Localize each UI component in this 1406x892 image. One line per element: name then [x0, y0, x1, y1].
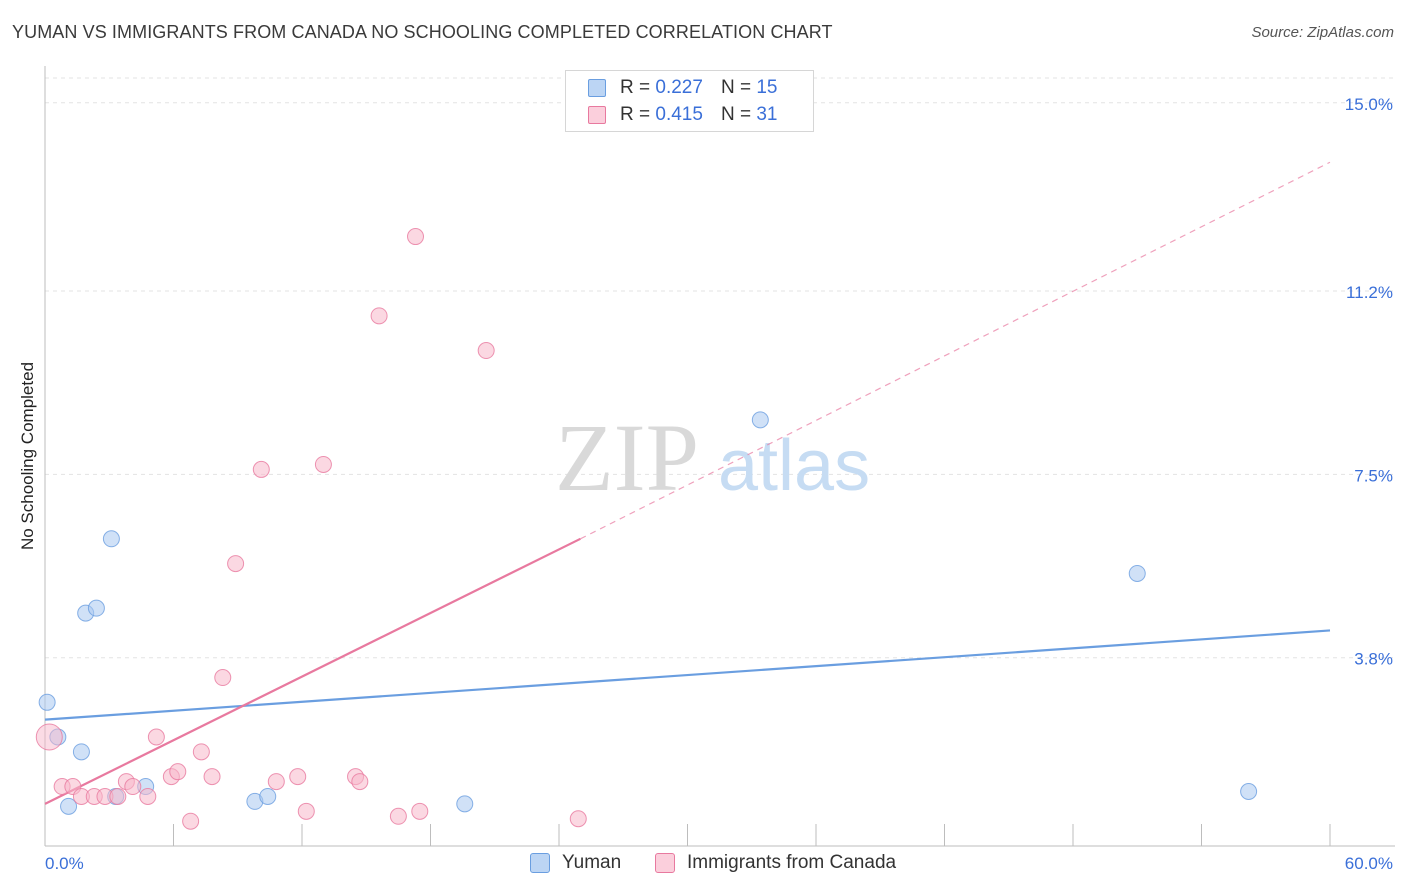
- n-label: N =: [720, 77, 752, 98]
- immigrants-point: [370, 307, 388, 325]
- legend-label: Yuman: [562, 852, 622, 873]
- yuman-point: [87, 599, 105, 617]
- data-points: [35, 228, 1258, 830]
- watermark-zip: ZIP: [555, 404, 699, 511]
- legend-row-immigrants: R = 0.415 N = 31: [588, 102, 777, 128]
- immigrants-point: [192, 743, 210, 761]
- immigrants-point: [109, 787, 127, 805]
- yuman-point: [1128, 564, 1146, 582]
- immigrants-point: [389, 807, 407, 825]
- immigrants-point: [214, 669, 232, 687]
- immigrants-point: [169, 763, 187, 781]
- r-label: R =: [620, 104, 651, 125]
- immigrants-point: [182, 812, 200, 830]
- yuman-point: [72, 743, 90, 761]
- correlation-legend: R = 0.227 N = 15 R = 0.415 N = 31: [565, 70, 814, 132]
- yuman-point: [102, 530, 120, 548]
- yuman-point: [38, 693, 56, 711]
- series-legend: Yuman Immigrants from Canada: [0, 852, 1406, 878]
- n-value: 15: [756, 77, 778, 98]
- axes: [44, 66, 1395, 847]
- yuman-point: [259, 787, 277, 805]
- immigrants-point: [227, 555, 245, 573]
- yuman-trend-line: [44, 629, 1331, 721]
- immigrants-swatch: [655, 853, 675, 873]
- yuman-point: [751, 411, 769, 429]
- chart-title: YUMAN VS IMMIGRANTS FROM CANADA NO SCHOO…: [12, 22, 833, 42]
- immigrants-point: [351, 773, 369, 791]
- immigrants-point: [407, 228, 425, 246]
- yuman-point: [1240, 782, 1258, 800]
- y-tick-label: 7.5%: [1354, 466, 1393, 485]
- yuman-swatch: [588, 79, 606, 97]
- r-label: R =: [620, 77, 651, 98]
- immigrants-point: [35, 723, 63, 751]
- legend-row-yuman: R = 0.227 N = 15: [588, 75, 777, 101]
- immigrants-point: [124, 778, 142, 796]
- legend-item-yuman: Yuman: [530, 852, 621, 874]
- source-credit: Source: ZipAtlas.com: [1251, 24, 1394, 41]
- trend-lines: [44, 161, 1331, 805]
- x-tick-label: 60.0%: [1345, 854, 1393, 873]
- immigrants-point: [314, 455, 332, 473]
- immigrants-point: [289, 768, 307, 786]
- r-value: 0.415: [655, 104, 703, 125]
- r-value: 0.227: [655, 77, 703, 98]
- immigrants-swatch: [588, 106, 606, 124]
- n-value: 31: [756, 104, 778, 125]
- x-tick-label: 0.0%: [45, 854, 84, 873]
- immigrants-point: [267, 773, 285, 791]
- grid-lines: [45, 77, 1395, 659]
- immigrants-point: [252, 460, 270, 478]
- legend-item-immigrants: Immigrants from Canada: [655, 852, 896, 874]
- watermark-atlas: atlas: [718, 426, 870, 506]
- n-label: N =: [720, 104, 752, 125]
- y-tick-label: 3.8%: [1354, 650, 1393, 669]
- yuman-point: [60, 797, 78, 815]
- y-tick-label: 11.2%: [1346, 283, 1393, 302]
- immigrants-trend-extension: [580, 161, 1331, 540]
- immigrants-point: [411, 802, 429, 820]
- immigrants-point: [203, 768, 221, 786]
- immigrants-point: [477, 342, 495, 360]
- immigrants-point: [139, 787, 157, 805]
- immigrants-point: [297, 802, 315, 820]
- yuman-swatch: [530, 853, 550, 873]
- tick-labels: 3.8% 7.5% 11.2% 15.0% 0.0% 60.0%: [45, 95, 1393, 873]
- immigrants-point: [569, 810, 587, 828]
- immigrants-trend-line: [44, 537, 581, 805]
- y-axis-label: No Schooling Completed: [18, 361, 37, 551]
- yuman-point: [456, 795, 474, 813]
- immigrants-point: [147, 728, 165, 746]
- y-tick-label: 15.0%: [1345, 95, 1393, 114]
- legend-label: Immigrants from Canada: [687, 852, 897, 873]
